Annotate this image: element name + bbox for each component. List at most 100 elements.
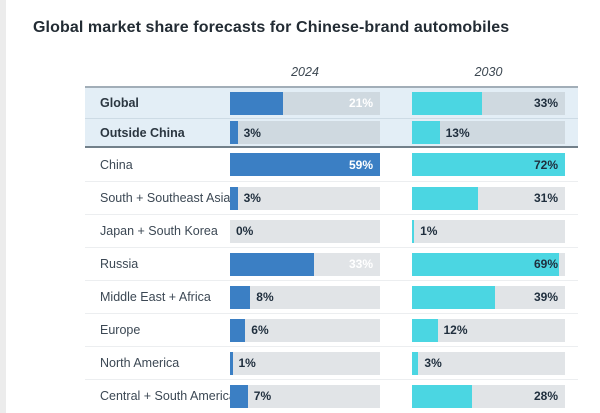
table-row: South + Southeast Asia 3% 31% bbox=[85, 181, 578, 214]
bar-track-2030: 33% bbox=[412, 91, 565, 115]
value-label-2030: 33% bbox=[533, 96, 558, 110]
forecast-table: 2024 2030 Global 21% 33% Outside China 3% 13%… bbox=[85, 58, 578, 412]
bar-2030 bbox=[412, 121, 440, 144]
value-label-2024: 33% bbox=[348, 257, 373, 271]
bar-2030 bbox=[412, 285, 495, 309]
bar-2030 bbox=[412, 384, 472, 408]
row-label: Outside China bbox=[100, 125, 185, 140]
bar-2024 bbox=[230, 91, 284, 115]
table-row: North America 1% 3% bbox=[85, 346, 578, 379]
value-label-2030: 72% bbox=[533, 157, 558, 172]
bar-2024 bbox=[230, 186, 238, 210]
bar-2030 bbox=[412, 153, 565, 176]
value-label-2030: 12% bbox=[443, 323, 468, 337]
chart-title: Global market share forecasts for Chines… bbox=[33, 19, 510, 36]
row-label: Europe bbox=[100, 323, 141, 337]
bar-2024 bbox=[230, 285, 251, 309]
bar-track-2030: 72% bbox=[412, 153, 565, 176]
value-label-2030: 13% bbox=[445, 125, 470, 140]
value-label-2030: 1% bbox=[420, 224, 438, 238]
bar-2030 bbox=[412, 186, 478, 210]
bar-track-2024: 1% bbox=[230, 351, 380, 375]
value-label-2024: 3% bbox=[243, 191, 261, 205]
bar-cell-2024: 7% bbox=[230, 384, 380, 408]
value-label-2024: 0% bbox=[236, 224, 254, 238]
row-label: Russia bbox=[100, 257, 139, 271]
bar-cell-2030: 33% bbox=[412, 91, 565, 115]
row-label: South + Southeast Asia bbox=[100, 191, 231, 205]
bar-cell-2024: 21% bbox=[230, 91, 380, 115]
row-label: Japan + South Korea bbox=[100, 224, 218, 238]
bar-cell-2030: 28% bbox=[412, 384, 565, 408]
value-label-2024: 3% bbox=[243, 125, 261, 140]
bar-cell-2030: 13% bbox=[412, 121, 565, 144]
row-label: North America bbox=[100, 356, 180, 370]
bar-cell-2024: 59% bbox=[230, 153, 380, 176]
bar-cell-2030: 69% bbox=[412, 252, 565, 276]
bar-cell-2030: 12% bbox=[412, 318, 565, 342]
bar-cell-2030: 72% bbox=[412, 153, 565, 176]
value-label-2024: 8% bbox=[256, 290, 274, 304]
bar-2030 bbox=[412, 219, 415, 243]
row-label: Middle East + Africa bbox=[100, 290, 211, 304]
table-row: Russia 33% 69% bbox=[85, 247, 578, 280]
bar-2030 bbox=[412, 252, 559, 276]
table-row: Europe 6% 12% bbox=[85, 313, 578, 346]
bar-track-2024: 8% bbox=[230, 285, 380, 309]
bar-2024 bbox=[230, 318, 246, 342]
value-label-2030: 39% bbox=[533, 290, 558, 304]
table-row: Outside China 3% 13% bbox=[85, 118, 578, 148]
bar-2024 bbox=[230, 252, 314, 276]
table-row: Central + South America 7% 28% bbox=[85, 379, 578, 412]
row-label: China bbox=[100, 157, 133, 172]
rows: Global 21% 33% Outside China 3% 13% China 59% 72… bbox=[85, 86, 578, 412]
bar-track-2024: 33% bbox=[230, 252, 380, 276]
bar-track-2030: 31% bbox=[412, 186, 565, 210]
bar-2030 bbox=[412, 351, 419, 375]
value-label-2024: 21% bbox=[348, 96, 373, 110]
row-label: Global bbox=[100, 96, 139, 110]
value-label-2030: 69% bbox=[533, 257, 558, 271]
value-label-2024: 6% bbox=[251, 323, 269, 337]
bar-track-2024: 0% bbox=[230, 219, 380, 243]
bar-track-2030: 69% bbox=[412, 252, 565, 276]
bar-cell-2024: 0% bbox=[230, 219, 380, 243]
bar-cell-2024: 3% bbox=[230, 121, 380, 144]
column-headers: 2024 2030 bbox=[85, 58, 578, 86]
column-header-2030: 2030 bbox=[474, 65, 503, 79]
bar-cell-2024: 3% bbox=[230, 186, 380, 210]
bar-2024 bbox=[230, 351, 233, 375]
bar-track-2024: 7% bbox=[230, 384, 380, 408]
table-row: Global 21% 33% bbox=[85, 88, 578, 118]
value-label-2030: 28% bbox=[533, 389, 558, 403]
value-label-2024: 7% bbox=[253, 389, 272, 403]
bar-track-2024: 3% bbox=[230, 186, 380, 210]
bar-2024 bbox=[230, 153, 380, 176]
bar-track-2024: 21% bbox=[230, 91, 380, 115]
table-row: Japan + South Korea 0% 1% bbox=[85, 214, 578, 247]
bar-cell-2030: 1% bbox=[412, 219, 565, 243]
value-label-2024: 59% bbox=[348, 157, 373, 172]
bar-cell-2030: 3% bbox=[412, 351, 565, 375]
value-label-2030: 31% bbox=[533, 191, 558, 205]
bar-track-2030: 13% bbox=[412, 121, 565, 144]
value-label-2030: 3% bbox=[424, 356, 442, 370]
bar-track-2024: 6% bbox=[230, 318, 380, 342]
value-label-2024: 1% bbox=[238, 356, 256, 370]
column-header-2024: 2024 bbox=[291, 65, 319, 79]
bar-track-2030: 28% bbox=[412, 384, 565, 408]
bar-2030 bbox=[412, 91, 483, 115]
table-row: China 59% 72% bbox=[85, 148, 578, 181]
bar-track-2024: 3% bbox=[230, 121, 380, 144]
table-row: Middle East + Africa 8% 39% bbox=[85, 280, 578, 313]
bar-cell-2030: 31% bbox=[412, 186, 565, 210]
row-label: Central + South America bbox=[100, 389, 236, 403]
bar-cell-2024: 8% bbox=[230, 285, 380, 309]
bar-track-2030: 3% bbox=[412, 351, 565, 375]
bar-2030 bbox=[412, 318, 438, 342]
bar-cell-2024: 33% bbox=[230, 252, 380, 276]
bar-track-2024: 59% bbox=[230, 153, 380, 176]
bar-2024 bbox=[230, 121, 238, 144]
bar-cell-2024: 1% bbox=[230, 351, 380, 375]
